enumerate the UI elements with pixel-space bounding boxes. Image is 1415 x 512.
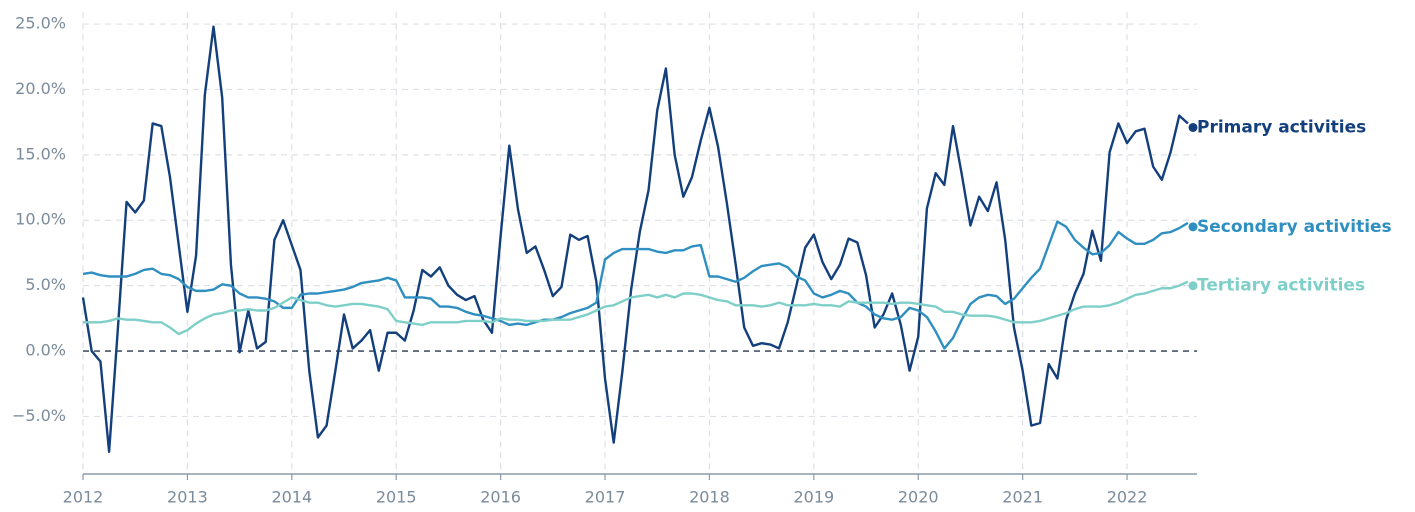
y-tick-label: 10.0% — [15, 210, 66, 229]
y-tick-label: 5.0% — [25, 275, 66, 294]
legend-dot — [1188, 122, 1198, 132]
x-tick-label: 2021 — [1002, 488, 1043, 507]
y-tick-label: 15.0% — [15, 144, 66, 163]
legend-dot — [1188, 281, 1198, 291]
x-tick-label: 2022 — [1107, 488, 1148, 507]
legend-label: Primary activities — [1197, 117, 1366, 137]
series-line — [82, 220, 1189, 350]
x-tick-label: 2013 — [167, 488, 208, 507]
series-line — [81, 25, 1189, 453]
x-tick-label: 2020 — [898, 488, 939, 507]
legend-label: Tertiary activities — [1197, 276, 1365, 296]
y-tick-label: −5.0% — [12, 406, 66, 425]
x-tick-label: 2018 — [689, 488, 730, 507]
x-tick-label: 2014 — [271, 488, 312, 507]
legend-dot — [1188, 222, 1198, 232]
x-tick-label: 2017 — [585, 488, 626, 507]
y-tick-label: 25.0% — [15, 14, 66, 33]
legend-label: Secondary activities — [1197, 217, 1392, 237]
y-tick-label: 0.0% — [25, 341, 66, 360]
x-tick-label: 2019 — [793, 488, 834, 507]
x-tick-label: 2016 — [480, 488, 521, 507]
x-tick-label: 2012 — [63, 488, 104, 507]
y-tick-label: 20.0% — [15, 79, 66, 98]
x-tick-label: 2015 — [376, 488, 417, 507]
series-line — [83, 280, 1189, 336]
